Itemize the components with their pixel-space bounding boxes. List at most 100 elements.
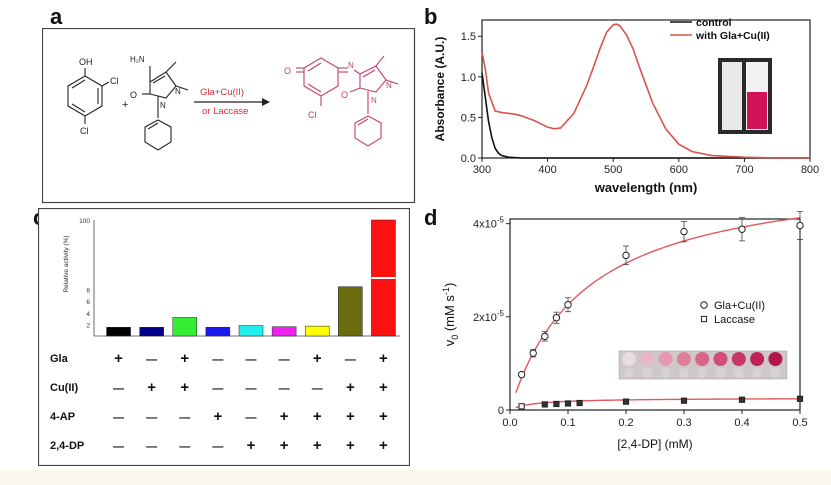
chart-c-plus-sign: + — [313, 408, 322, 425]
chart-c-minus-sign: — — [246, 383, 257, 395]
well-image — [731, 352, 746, 366]
n-label-1: N — [160, 101, 166, 110]
chart-c-bar-3 — [172, 317, 198, 337]
well-empty-image — [624, 368, 634, 378]
chart-d-legend-label: Gla+Cu(II) — [714, 300, 765, 312]
nh2-label: H₂N — [130, 55, 145, 64]
well-empty-image — [678, 368, 689, 378]
chart-b-x-axis-label: wavelength (nm) — [594, 180, 698, 195]
chart-c-plus-sign: + — [346, 379, 355, 396]
chart-c-y-tick-label: 2 — [86, 322, 90, 329]
chart-c-plus-sign: + — [313, 350, 322, 367]
well-image — [768, 352, 783, 366]
arrow-bottom-label: or Laccase — [202, 106, 248, 117]
product-n-label-1: N — [371, 96, 377, 105]
chart-c-minus-sign: — — [212, 383, 223, 395]
chart-d-point-gla — [517, 370, 526, 379]
chart-d-point-laccase — [576, 399, 583, 407]
reaction-arrowhead — [262, 98, 270, 106]
chart-b-y-tick-label: 0.0 — [461, 153, 476, 165]
chart-c-plus-sign: + — [379, 350, 388, 367]
chart-b-x-tick-label: 700 — [735, 164, 753, 176]
chart-c-plus-sign: + — [214, 408, 223, 425]
chart-c-minus-sign: — — [246, 412, 257, 424]
chart-d-point-gla — [738, 225, 746, 233]
chart-b-y-tick-label: 1.0 — [461, 72, 476, 84]
cuvette-control-image — [722, 62, 742, 130]
panel-letter-b: b — [424, 4, 438, 29]
scheme-frame — [42, 28, 416, 204]
well-empty-image — [733, 368, 744, 378]
chart-d-x-tick-label: 0.4 — [734, 417, 749, 429]
chart-c-plus-sign: + — [379, 379, 388, 396]
well-image — [695, 352, 710, 366]
chart-c-plus-sign: + — [280, 408, 289, 425]
chart-d-well-plate-photo — [618, 350, 788, 380]
well-image — [750, 352, 765, 366]
chart-d-kinetics: 0.0 0.1 0.2 0.3 0.4 0.5 0 2x10-5 4x10-5 [2,4-DP] … — [441, 211, 808, 451]
chart-c-bar-8 — [338, 286, 363, 337]
chart-c-plus-sign: + — [313, 437, 322, 454]
chart-c-y-axis-label: Relative activity (%) — [63, 235, 70, 292]
chart-c-minus-sign: — — [345, 354, 356, 366]
chart-c-minus-sign: — — [212, 441, 223, 453]
chart-c-plus-sign: + — [180, 379, 189, 396]
chart-d-x-tick-label: 0.0 — [502, 417, 517, 429]
well-image — [676, 352, 691, 366]
chart-d-point-laccase — [622, 398, 630, 405]
chart-d-point-gla — [564, 301, 572, 309]
chart-d-fit-curve-laccase — [515, 398, 801, 409]
chart-d-point-laccase — [564, 400, 572, 407]
chart-b-absorbance: 300 400 500 600 700 800 0.0 0.5 1.0 1.5 wavelength… — [433, 17, 819, 195]
chart-d-fit-curve-gla — [515, 217, 801, 393]
chart-c-bar-4 — [205, 327, 231, 337]
chart-b-x-tick-label: 600 — [670, 164, 688, 176]
chart-d-point-gla — [622, 251, 630, 260]
chart-c-minus-sign: — — [212, 354, 223, 366]
chart-c-plus-sign: + — [379, 408, 388, 425]
well-empty-image — [715, 368, 726, 378]
chart-c-condition-label: Gla — [50, 353, 69, 365]
chart-d-y-tick-label: 0 — [498, 405, 504, 417]
chart-b-legend-label: control — [696, 17, 732, 29]
oh-label: OH — [79, 57, 93, 67]
chart-d-point-laccase — [553, 400, 560, 408]
chart-c-plus-sign: + — [346, 408, 355, 425]
product-n-label-2: N — [386, 81, 392, 90]
n-label-2: N — [175, 87, 181, 96]
chart-d-x-tick-label: 0.3 — [676, 417, 691, 429]
product-o2-label: O — [341, 90, 348, 100]
chart-c-y-tick-label: 4 — [86, 311, 90, 318]
chart-c-minus-sign: — — [246, 354, 257, 366]
chart-d-point-laccase — [680, 397, 688, 404]
chart-b-x-tick-label: 300 — [473, 164, 491, 176]
chart-d-point-gla — [552, 314, 561, 322]
chart-c-condition-label: 4-AP — [50, 411, 75, 423]
chart-b-x-tick-label: 500 — [604, 164, 622, 176]
product-cl-label: Cl — [308, 110, 317, 120]
well-image — [713, 352, 728, 366]
chart-c-minus-sign: — — [279, 354, 290, 366]
chart-d-legend-marker-square — [700, 315, 708, 323]
chart-c-minus-sign: — — [146, 412, 157, 424]
chart-c-minus-sign: — — [113, 441, 124, 453]
chart-b-x-tick-label: 800 — [801, 164, 819, 176]
chart-c-bar-2 — [139, 327, 164, 337]
chart-c-y-tick-label: 100 — [79, 218, 90, 225]
product-structure — [296, 55, 399, 147]
plus-sign: + — [122, 99, 128, 111]
chart-c-condition-label: 2,4-DP — [50, 440, 84, 452]
well-empty-image — [752, 368, 763, 378]
chart-c-y-tick-label: 6 — [86, 299, 90, 306]
chart-b-series-line-gla-cu — [481, 23, 810, 159]
well-image — [658, 352, 673, 366]
chart-d-point-gla — [529, 349, 537, 357]
chart-b-legend-label: with Gla+Cu(II) — [695, 30, 770, 42]
chart-d-x-tick-label: 0.5 — [792, 417, 807, 429]
caption-strip — [0, 470, 831, 485]
well-empty-image — [642, 368, 653, 378]
chart-c-minus-sign: — — [312, 383, 323, 395]
chart-d-point-laccase — [541, 401, 548, 408]
chart-b-y-tick-label: 1.5 — [461, 31, 476, 43]
chart-d-point-gla — [796, 221, 804, 230]
